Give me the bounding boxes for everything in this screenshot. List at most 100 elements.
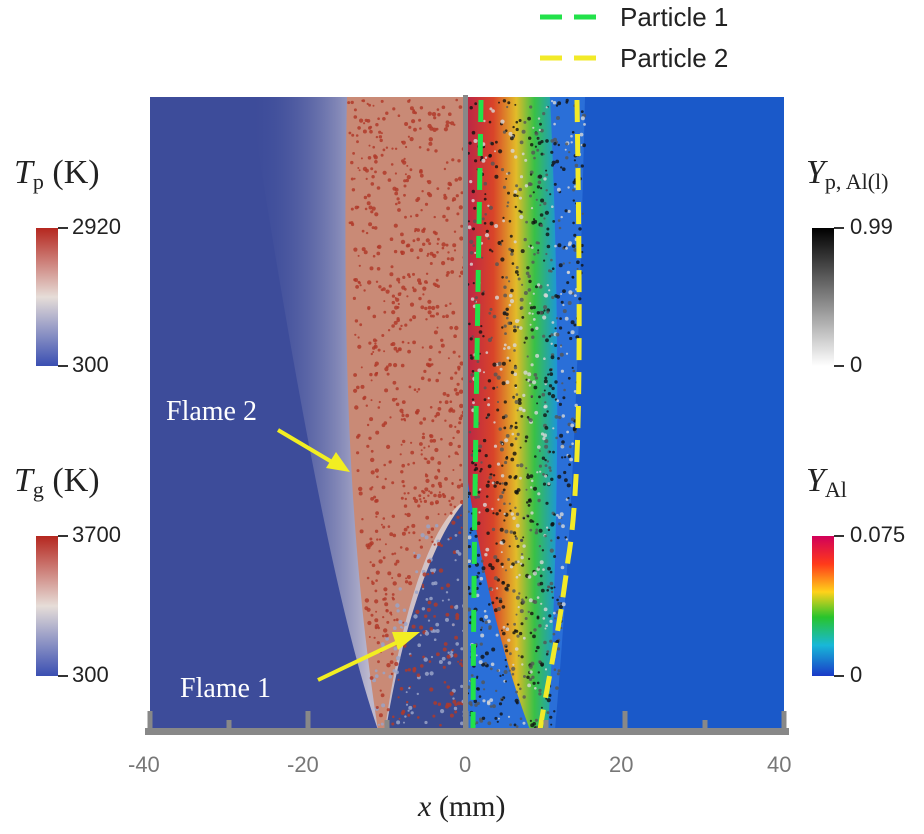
particle-dot [358,486,363,492]
yal-title: YAl [806,462,847,502]
particle-dot [544,401,547,404]
particle-dot [496,587,499,590]
particle-dot [395,670,399,675]
particle-dot [357,254,360,257]
particle-dot [538,545,542,548]
particle-dot [564,209,568,213]
particle-dot [430,535,433,539]
particle-dot [564,148,567,151]
particle-dot [561,602,566,607]
particle-dot [517,401,522,405]
particle-dot [425,238,430,243]
particle-dot [351,188,356,192]
particle-dot [551,100,554,103]
particle-dot [560,344,563,347]
particle-dot [420,533,425,538]
particle-dot [528,557,531,561]
particle-dot [445,273,449,277]
particle-dot [398,717,401,720]
particle-dot [569,457,573,462]
particle-dot [426,254,429,257]
particle-dot [508,475,512,479]
particle-dot [372,254,376,258]
particle-dot [394,191,399,196]
particle-dot [413,127,417,132]
particle-dot [454,559,457,562]
particle-dot [529,380,533,384]
particle-dot [365,177,368,180]
particle-dot [538,528,543,533]
particle-dot [542,617,546,620]
particle-dot [347,101,351,105]
particle-dot [517,606,520,609]
particle-dot [422,572,427,577]
particle-dot [539,223,544,228]
particle-dot [392,581,397,586]
particle-dot [489,705,493,708]
particle-dot [537,249,540,252]
particle-dot [567,271,570,274]
particle-dot [387,571,392,576]
particle-dot [536,185,541,189]
particle-dot [354,278,358,282]
particle-dot [515,266,519,269]
particle-dot [370,613,374,617]
particle-dot [477,490,481,494]
particle-dot [471,199,475,203]
particle-dot [533,385,538,390]
particle-dot [560,369,565,373]
particle-dot [501,381,506,386]
particle-dot [513,190,518,194]
particle-dot [364,207,368,211]
particle-dot [522,636,526,640]
particle-dot [573,323,577,327]
particle-dot [434,231,438,236]
particle-dot [545,252,548,256]
particle-dot [393,618,396,622]
particle-dot [487,337,492,343]
particle-dot [522,695,526,699]
particle-dot [521,152,525,156]
particle-dot [447,651,450,654]
particle-dot [553,142,557,146]
particle-dot [456,382,460,386]
particle-dot [484,614,489,619]
particle-dot [511,562,515,566]
particle-dot [437,468,441,472]
particle-dot [434,475,439,480]
particle-dot [515,537,518,540]
particle-dot [537,498,541,503]
particle-dot [519,297,524,302]
particle-dot [446,685,450,689]
particle-dot [529,631,533,635]
particle-dot [512,589,516,593]
particle-dot [546,711,550,715]
particle-dot [515,120,519,124]
particle-dot [375,706,379,709]
particle-dot [458,389,464,394]
particle-dot [487,397,490,400]
particle-dot [481,158,486,163]
particle-dot [455,194,459,198]
particle-dot [518,631,523,636]
particle-dot [403,721,405,724]
particle-dot [366,607,371,612]
particle-dot [421,190,424,193]
particle-dot [403,504,408,508]
particle-dot [451,310,456,315]
particle-dot [400,443,403,446]
particle-dot [525,596,528,599]
particle-dot [527,683,531,688]
particle-dot [416,673,421,677]
particle-dot [509,293,513,298]
particle-dot [385,637,389,641]
particle-dot [525,378,528,381]
particle-dot [482,620,485,623]
particle-dot [451,409,456,413]
particle-dot [502,216,505,219]
particle-dot [549,372,554,376]
particle-dot [364,118,368,122]
particle-dot [518,573,521,577]
particle-dot [375,570,380,575]
particle-dot [382,634,385,638]
